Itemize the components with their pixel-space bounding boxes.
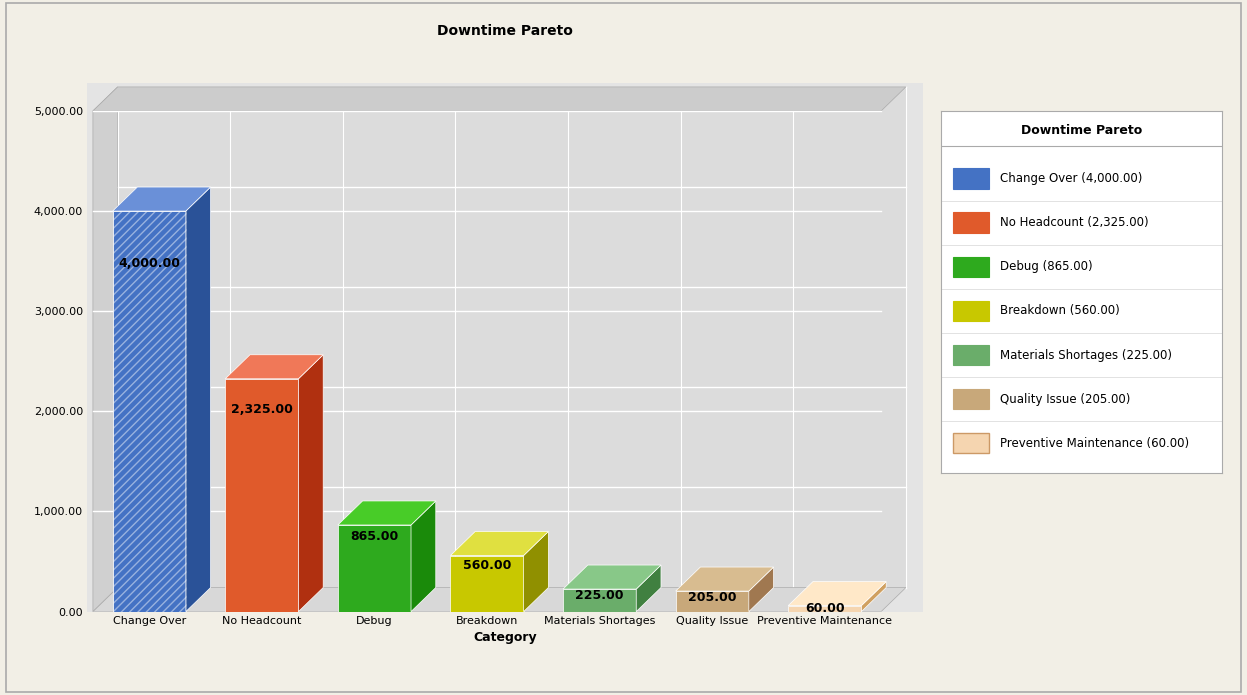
Text: 60.00: 60.00	[806, 602, 844, 615]
Bar	[112, 211, 186, 612]
Polygon shape	[524, 532, 549, 612]
Polygon shape	[748, 567, 773, 612]
Polygon shape	[636, 565, 661, 612]
Polygon shape	[788, 582, 887, 605]
Text: No Headcount (2,325.00): No Headcount (2,325.00)	[1000, 216, 1148, 229]
Bar	[953, 345, 989, 365]
Text: 2,325.00: 2,325.00	[231, 402, 293, 416]
Polygon shape	[564, 565, 661, 589]
Text: Breakdown (560.00): Breakdown (560.00)	[1000, 304, 1120, 318]
Bar	[788, 605, 862, 612]
Text: 205.00: 205.00	[688, 591, 737, 604]
Bar	[953, 168, 989, 188]
Bar	[676, 591, 748, 612]
Text: Change Over (4,000.00): Change Over (4,000.00)	[1000, 172, 1142, 185]
Bar	[338, 525, 412, 612]
Text: 560.00: 560.00	[463, 559, 511, 572]
Bar	[953, 389, 989, 409]
Polygon shape	[94, 87, 117, 612]
Polygon shape	[676, 567, 773, 591]
Bar	[953, 213, 989, 233]
Text: Materials Shortages (225.00): Materials Shortages (225.00)	[1000, 348, 1172, 361]
Text: Downtime Pareto: Downtime Pareto	[1021, 124, 1142, 137]
Text: 225.00: 225.00	[575, 589, 624, 603]
Bar	[564, 589, 636, 612]
X-axis label: Category: Category	[473, 631, 537, 644]
Bar	[450, 555, 524, 612]
Bar	[953, 256, 989, 277]
Bar	[953, 433, 989, 453]
Text: 4,000.00: 4,000.00	[118, 256, 181, 270]
Polygon shape	[94, 587, 905, 612]
Text: Preventive Maintenance (60.00): Preventive Maintenance (60.00)	[1000, 436, 1190, 450]
Bar	[953, 301, 989, 321]
Text: Quality Issue (205.00): Quality Issue (205.00)	[1000, 393, 1131, 406]
Bar	[226, 379, 298, 612]
Polygon shape	[117, 87, 905, 587]
Polygon shape	[298, 354, 323, 612]
Polygon shape	[186, 187, 211, 612]
Text: 865.00: 865.00	[350, 530, 399, 543]
Polygon shape	[450, 532, 549, 555]
Polygon shape	[412, 501, 435, 612]
Polygon shape	[226, 354, 323, 379]
Polygon shape	[862, 582, 887, 612]
Text: Debug (865.00): Debug (865.00)	[1000, 260, 1094, 273]
Bar	[112, 211, 186, 612]
Polygon shape	[94, 87, 905, 111]
Polygon shape	[112, 187, 211, 211]
Polygon shape	[338, 501, 435, 525]
Text: Downtime Pareto: Downtime Pareto	[438, 24, 572, 38]
